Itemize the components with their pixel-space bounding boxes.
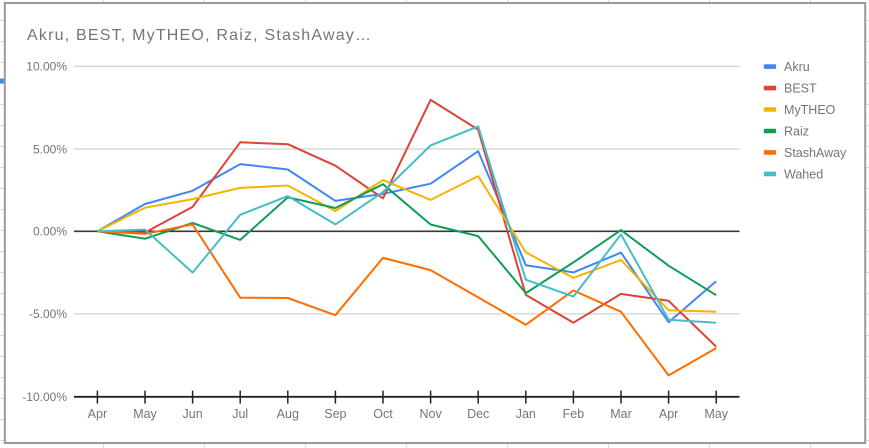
svg-text:Dec: Dec [467, 407, 489, 421]
svg-text:Akru, BEST, MyTHEO, Raiz, Stas: Akru, BEST, MyTHEO, Raiz, StashAway… [27, 27, 372, 44]
svg-text:BEST: BEST [784, 82, 817, 96]
svg-text:0.00%: 0.00% [33, 225, 67, 239]
svg-text:10.00%: 10.00% [26, 60, 67, 74]
svg-text:-5.00%: -5.00% [29, 307, 67, 321]
svg-text:Jun: Jun [183, 407, 203, 421]
svg-text:Raiz: Raiz [784, 125, 809, 139]
svg-text:Aug: Aug [277, 407, 299, 421]
svg-text:Sep: Sep [324, 407, 346, 421]
svg-text:StashAway: StashAway [784, 146, 847, 160]
svg-text:MyTHEO: MyTHEO [784, 103, 836, 117]
svg-text:Apr: Apr [659, 407, 678, 421]
svg-text:5.00%: 5.00% [33, 142, 67, 156]
svg-text:-10.00%: -10.00% [22, 390, 67, 404]
svg-text:Oct: Oct [373, 407, 393, 421]
svg-text:Jan: Jan [516, 407, 536, 421]
svg-text:Akru: Akru [784, 60, 810, 74]
svg-text:May: May [704, 407, 728, 421]
svg-text:Jul: Jul [232, 407, 248, 421]
svg-text:Wahed: Wahed [784, 167, 823, 181]
svg-text:Feb: Feb [563, 407, 585, 421]
svg-text:May: May [133, 407, 157, 421]
svg-text:Nov: Nov [419, 407, 442, 421]
svg-text:Mar: Mar [610, 407, 632, 421]
svg-text:Apr: Apr [88, 407, 107, 421]
